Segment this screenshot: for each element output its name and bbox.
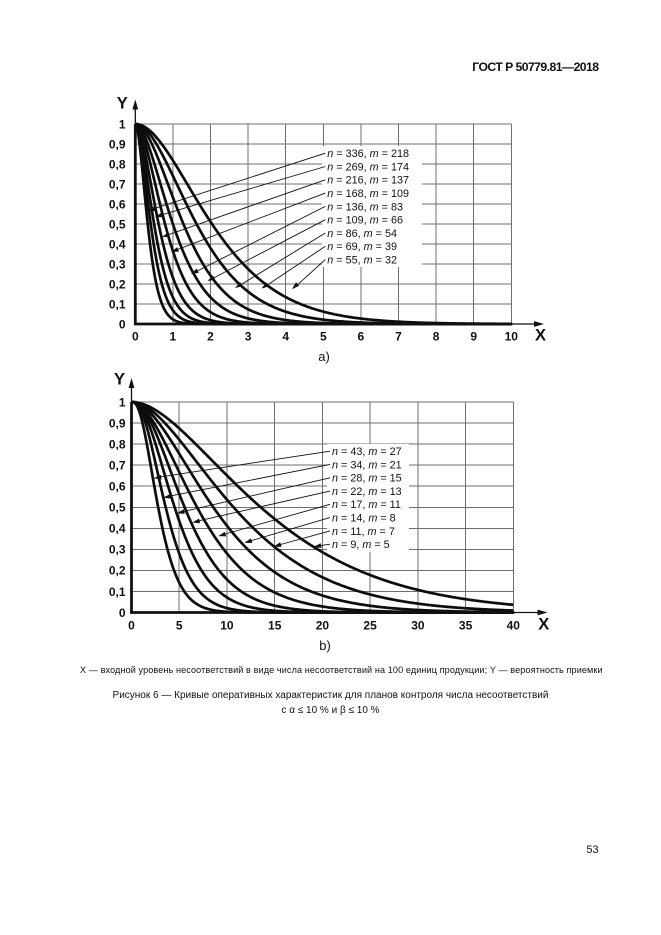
svg-text:0,5: 0,5 xyxy=(109,501,126,515)
svg-text:0,8: 0,8 xyxy=(109,437,126,451)
svg-text:0,2: 0,2 xyxy=(109,277,126,291)
svg-text:1: 1 xyxy=(119,117,126,131)
svg-text:0,1: 0,1 xyxy=(109,585,126,599)
svg-text:3: 3 xyxy=(245,330,252,344)
svg-text:0: 0 xyxy=(119,317,126,331)
svg-text:35: 35 xyxy=(459,619,473,633)
svg-text:n = 55, m = 32: n = 55, m = 32 xyxy=(327,255,397,267)
svg-text:Y: Y xyxy=(117,95,128,113)
svg-text:0,3: 0,3 xyxy=(109,543,126,557)
svg-text:10: 10 xyxy=(220,619,234,633)
svg-text:30: 30 xyxy=(411,619,425,633)
svg-text:0: 0 xyxy=(132,330,139,344)
svg-text:0,4: 0,4 xyxy=(109,237,126,251)
svg-text:15: 15 xyxy=(268,619,282,633)
svg-text:X: X xyxy=(538,616,549,634)
svg-text:n = 109, m = 66: n = 109, m = 66 xyxy=(327,215,403,227)
svg-text:n = 17, m = 11: n = 17, m = 11 xyxy=(332,499,401,511)
svg-text:0: 0 xyxy=(128,619,135,633)
svg-text:с α ≤ 10 % и β ≤ 10 %: с α ≤ 10 % и β ≤ 10 % xyxy=(281,705,379,716)
svg-text:n = 11, m = 7: n = 11, m = 7 xyxy=(332,526,395,538)
svg-text:ГОСТ Р 50779.81—2018: ГОСТ Р 50779.81—2018 xyxy=(472,60,599,74)
svg-text:0,3: 0,3 xyxy=(109,257,126,271)
svg-text:n = 69, m = 39: n = 69, m = 39 xyxy=(327,241,397,253)
svg-text:20: 20 xyxy=(316,619,330,633)
svg-text:0,4: 0,4 xyxy=(109,522,126,536)
svg-text:10: 10 xyxy=(505,330,519,344)
svg-text:n = 336, m = 218: n = 336, m = 218 xyxy=(327,148,409,160)
svg-text:n = 28, m = 15: n = 28, m = 15 xyxy=(332,473,402,485)
svg-text:0,9: 0,9 xyxy=(109,137,126,151)
svg-text:9: 9 xyxy=(470,330,477,344)
svg-text:0,6: 0,6 xyxy=(109,480,126,494)
svg-text:n = 216, m = 137: n = 216, m = 137 xyxy=(327,175,409,187)
svg-text:n = 136, m = 83: n = 136, m = 83 xyxy=(327,201,403,213)
svg-text:0,9: 0,9 xyxy=(109,416,126,430)
svg-text:X: X xyxy=(535,327,546,345)
svg-text:7: 7 xyxy=(395,330,402,344)
svg-text:Y: Y xyxy=(114,371,125,389)
svg-text:1: 1 xyxy=(170,330,177,344)
svg-text:X — входной уровень несоответс: X — входной уровень несоответствий в вид… xyxy=(80,665,603,675)
svg-text:4: 4 xyxy=(282,330,289,344)
svg-text:6: 6 xyxy=(358,330,365,344)
svg-text:5: 5 xyxy=(320,330,327,344)
svg-text:0,7: 0,7 xyxy=(109,177,126,191)
svg-text:Рисунок 6 — Кривые оперативных: Рисунок 6 — Кривые оперативных характери… xyxy=(113,690,549,701)
svg-text:n = 269, m = 174: n = 269, m = 174 xyxy=(327,161,409,173)
svg-text:0,5: 0,5 xyxy=(109,217,126,231)
svg-text:1: 1 xyxy=(119,395,126,409)
svg-text:0: 0 xyxy=(119,606,126,620)
svg-text:8: 8 xyxy=(433,330,440,344)
svg-text:2: 2 xyxy=(207,330,214,344)
svg-text:n = 22, m = 13: n = 22, m = 13 xyxy=(332,486,402,498)
svg-text:0,7: 0,7 xyxy=(109,458,126,472)
svg-text:a): a) xyxy=(318,349,330,364)
svg-text:40: 40 xyxy=(507,619,521,633)
svg-text:b): b) xyxy=(319,638,331,653)
svg-text:n = 34, m = 21: n = 34, m = 21 xyxy=(332,459,402,471)
svg-text:53: 53 xyxy=(586,844,598,856)
svg-text:n = 86, m = 54: n = 86, m = 54 xyxy=(327,228,397,240)
svg-text:n = 43, m = 27: n = 43, m = 27 xyxy=(332,446,402,458)
svg-text:n = 168, m = 109: n = 168, m = 109 xyxy=(327,188,409,200)
svg-text:25: 25 xyxy=(363,619,377,633)
svg-text:0,6: 0,6 xyxy=(109,197,126,211)
svg-text:0,2: 0,2 xyxy=(109,564,126,578)
svg-text:5: 5 xyxy=(176,619,183,633)
svg-text:n = 9, m = 5: n = 9, m = 5 xyxy=(332,539,390,551)
svg-text:n = 14, m = 8: n = 14, m = 8 xyxy=(332,513,396,525)
svg-text:0,1: 0,1 xyxy=(109,297,126,311)
svg-text:0,8: 0,8 xyxy=(109,157,126,171)
